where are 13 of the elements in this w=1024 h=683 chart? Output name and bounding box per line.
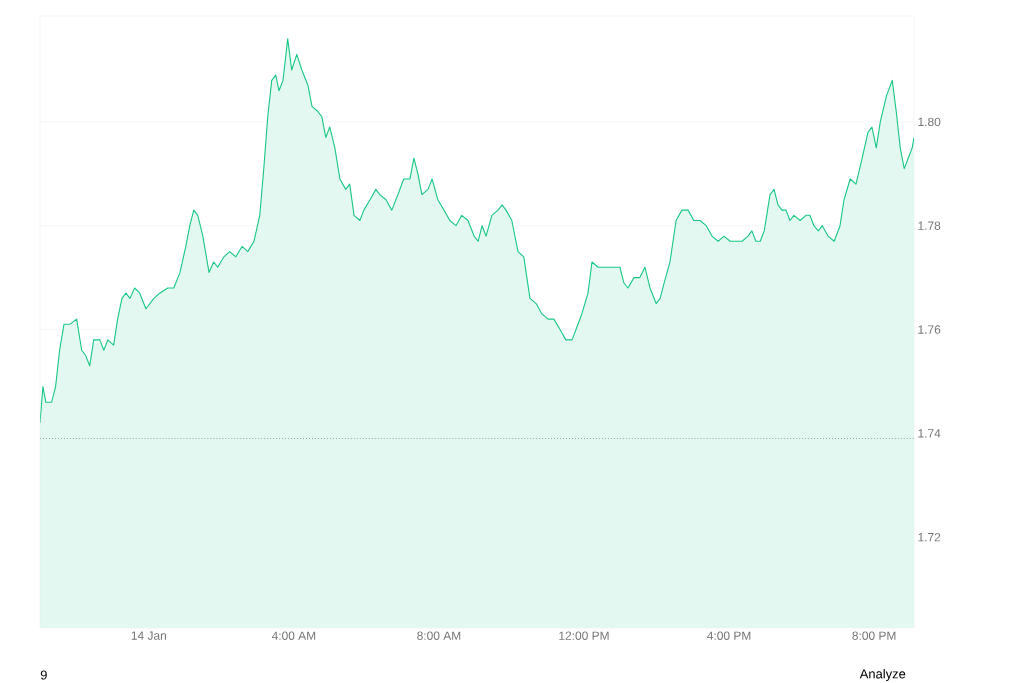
y-tick-label: 1.74 (918, 429, 941, 438)
x-tick-label: 8:00 AM (417, 631, 461, 640)
y-tick-label: 1.72 (918, 532, 941, 542)
y-tick-label: 1.80 (918, 117, 941, 127)
x-tick-label: 4:00 AM (271, 631, 316, 640)
x-tick-label: 14 Jan (131, 631, 166, 640)
x-tick-label: 8:00 PM (852, 631, 896, 640)
x-tick-label: 4:00 PM (707, 631, 751, 640)
text: Analyze (859, 668, 906, 682)
x-tick-label: 12:00 PM (559, 631, 609, 640)
y-tick-label: 1.76 (918, 325, 941, 334)
text: 9 (40, 670, 47, 680)
y-tick-label: 1.78 (918, 221, 941, 230)
